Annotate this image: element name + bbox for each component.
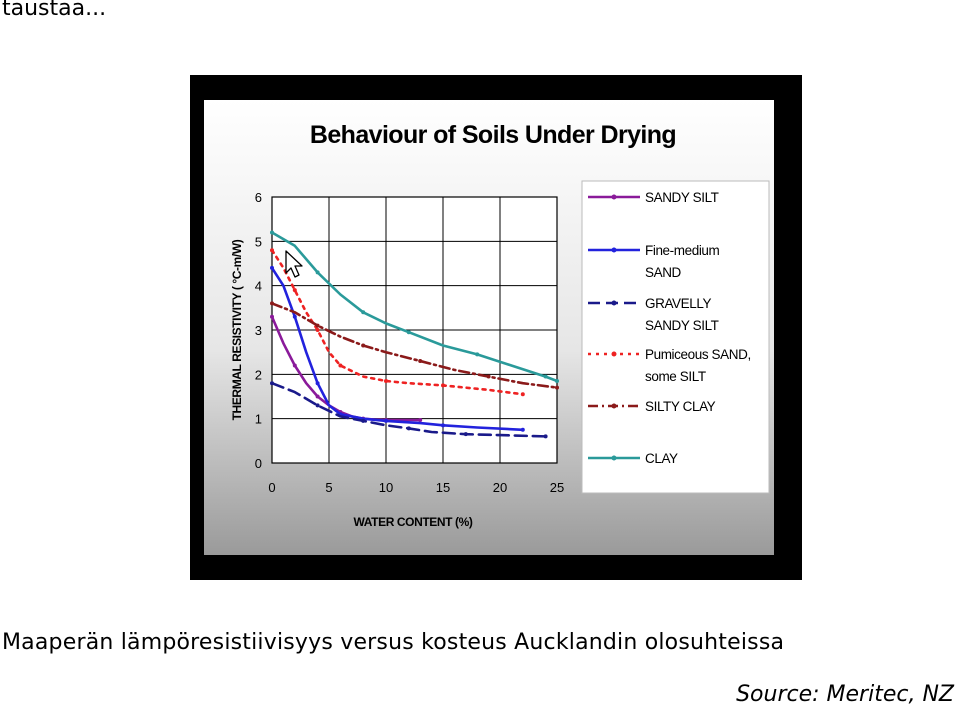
- data-point: [270, 265, 274, 270]
- data-point: [270, 230, 274, 235]
- legend-marker: [611, 300, 617, 306]
- chart-title: Behaviour of Soils Under Drying: [310, 121, 676, 149]
- legend-label: Pumiceous SAND,: [645, 347, 751, 362]
- x-tick-label: 0: [268, 480, 275, 495]
- data-point: [361, 418, 366, 423]
- plot-border: [271, 196, 558, 464]
- y-tick-label: 2: [255, 367, 262, 382]
- data-point: [441, 423, 445, 428]
- data-point: [384, 418, 388, 423]
- data-point: [315, 381, 320, 386]
- x-tick-label: 10: [379, 480, 393, 495]
- source-text: Source: Meritec, NZ: [736, 682, 954, 707]
- data-point: [520, 427, 525, 432]
- data-point: [555, 385, 559, 390]
- x-tick-label: 5: [325, 480, 332, 495]
- data-point: [270, 314, 274, 319]
- legend-label: some SILT: [645, 369, 706, 384]
- x-tick-label: 15: [436, 480, 450, 495]
- legend-label: SANDY SILT: [645, 190, 719, 205]
- data-point: [270, 301, 274, 306]
- data-point: [475, 352, 480, 357]
- data-point: [441, 383, 445, 388]
- legend-label: SANDY SILT: [645, 318, 719, 333]
- legend-label: SILTY CLAY: [645, 399, 716, 414]
- data-point: [463, 432, 468, 437]
- data-point: [555, 378, 559, 383]
- legend-label: CLAY: [645, 451, 678, 466]
- header-text: taustaa...: [2, 0, 107, 21]
- data-point: [543, 374, 548, 379]
- x-axis-label: WATER CONTENT (%): [354, 515, 473, 529]
- y-tick-label: 6: [255, 190, 262, 205]
- data-point: [292, 314, 297, 319]
- data-point: [486, 374, 491, 379]
- data-point: [543, 434, 548, 439]
- data-point: [315, 403, 320, 408]
- legend-marker: [611, 455, 617, 461]
- legend-label: SAND: [645, 265, 682, 280]
- legend-marker: [611, 194, 617, 200]
- data-point: [361, 310, 366, 315]
- y-tick-label: 4: [255, 279, 262, 294]
- legend-label: Fine-medium: [645, 243, 720, 258]
- data-point: [520, 392, 525, 397]
- legend-marker: [611, 247, 617, 253]
- data-point: [292, 363, 297, 368]
- x-tick-label: 25: [550, 480, 564, 495]
- cursor-icon: [285, 250, 303, 278]
- caption-text: Maaperän lämpöresistiivisyys versus kost…: [2, 630, 785, 655]
- series-line-4: [270, 302, 559, 389]
- legend: SANDY SILT Fine-medium SAND GRAVELLY SANDY S…: [588, 190, 751, 466]
- data-point: [338, 363, 343, 368]
- data-point: [406, 426, 411, 431]
- legend-marker: [611, 403, 617, 409]
- data-point: [270, 381, 274, 386]
- legend-label: GRAVELLY: [645, 296, 711, 311]
- y-axis-label: THERMAL RESISTIVITY ( °C-m/W): [230, 239, 244, 420]
- x-tick-label: 20: [493, 480, 507, 495]
- legend-box: [581, 180, 770, 494]
- series-line-5: [270, 231, 559, 383]
- data-point: [315, 394, 320, 399]
- data-point: [270, 248, 274, 253]
- data-point: [315, 328, 320, 332]
- legend-marker: [611, 351, 617, 357]
- data-point: [292, 288, 297, 293]
- data-point: [418, 359, 423, 364]
- data-point: [384, 378, 388, 383]
- y-tick-label: 5: [255, 234, 262, 249]
- y-tick-label: 1: [255, 412, 262, 427]
- y-tick-label: 0: [255, 456, 262, 471]
- series-line-2: [270, 381, 547, 438]
- data-point: [315, 323, 320, 328]
- data-point: [361, 343, 366, 348]
- tick-labels: 0 5 10 15 20 25 0 1 2 3 4 5 6: [255, 190, 564, 495]
- data-point: [406, 330, 411, 335]
- data-point: [315, 270, 320, 275]
- data-point: [418, 417, 423, 422]
- series-lines: [270, 230, 559, 439]
- y-tick-label: 3: [255, 323, 262, 338]
